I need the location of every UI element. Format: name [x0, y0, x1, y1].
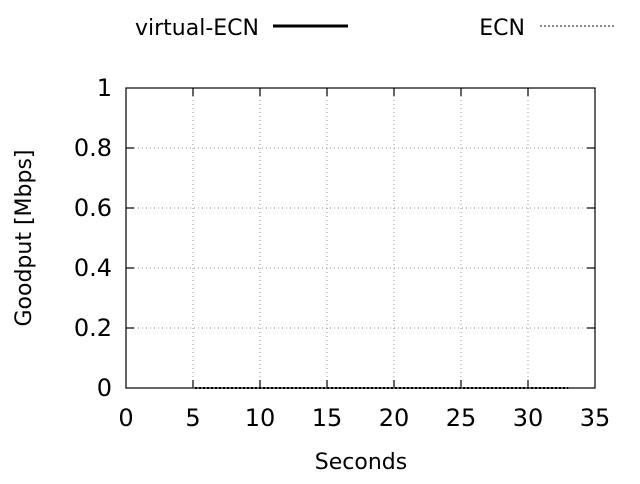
y-tick-label: 0 [97, 374, 112, 402]
y-axis-label: Goodput [Mbps] [12, 150, 37, 327]
legend-label-virtual-ecn: virtual-ECN [135, 16, 259, 41]
legend-label-ecn: ECN [479, 16, 525, 41]
y-tick-label: 0.2 [74, 314, 112, 342]
ticks [126, 88, 595, 388]
legend: virtual-ECN ECN [135, 16, 615, 41]
x-tick-label: 30 [513, 404, 544, 432]
x-tick-labels: 0 5 10 15 20 25 30 35 [118, 404, 610, 432]
y-tick-label: 0.8 [74, 134, 112, 162]
y-tick-label: 1 [97, 74, 112, 102]
x-tick-label: 25 [446, 404, 477, 432]
x-tick-label: 10 [245, 404, 276, 432]
y-tick-label: 0.6 [74, 194, 112, 222]
grid [126, 88, 595, 388]
y-tick-labels: 0 0.2 0.4 0.6 0.8 1 [74, 74, 112, 402]
x-axis-label: Seconds [315, 450, 407, 475]
x-tick-label: 35 [580, 404, 611, 432]
y-tick-label: 0.4 [74, 254, 112, 282]
x-tick-label: 0 [118, 404, 133, 432]
x-tick-label: 5 [185, 404, 200, 432]
x-tick-label: 20 [379, 404, 410, 432]
plot-frame [125, 87, 596, 389]
x-tick-label: 15 [312, 404, 343, 432]
